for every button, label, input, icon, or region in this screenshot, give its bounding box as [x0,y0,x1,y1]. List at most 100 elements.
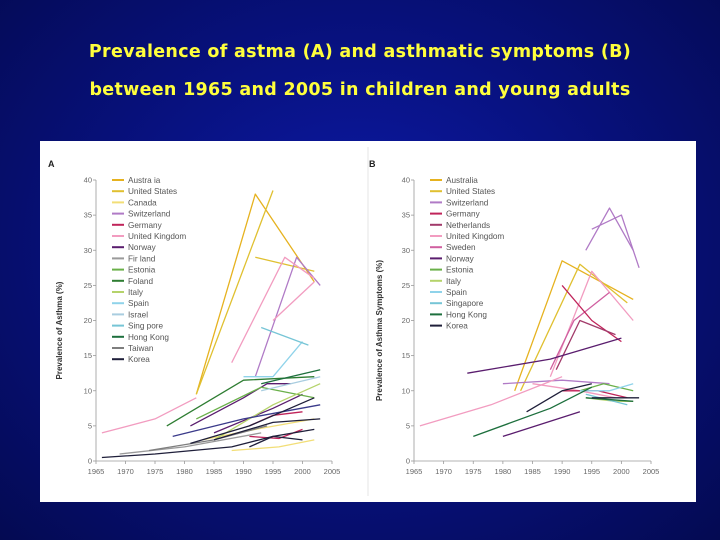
panel-b-legend-label: United Kingdom [446,232,504,241]
panel-b-series-line [561,284,622,343]
panel-a-series-line [231,439,315,452]
panel-b-y-tick-label: 15 [402,351,410,360]
panel-a-legend-label: Switzerland [128,210,171,219]
panel-a-x-tick-label: 1990 [235,467,252,476]
panel-a-x-tick-label: 1985 [206,467,223,476]
panel-b-x-tick-label: 1970 [435,467,452,476]
panel-a-y-tick-label: 30 [84,246,92,255]
panel-a-series-line [213,418,321,441]
panel-b-x-tick-label: 1990 [554,467,571,476]
panel-a-x-tick-label: 1975 [147,467,164,476]
panel-a-series-line [254,256,321,377]
panel-a-y-tick-label: 25 [84,281,92,290]
panel-a-legend-label: Austra ia [128,176,161,185]
panel-a-legend-label: United States [128,187,177,196]
panel-b-legend-label: Singapore [446,299,484,308]
panel-a-x-tick-label: 2005 [324,467,341,476]
panel-b-series-line [473,386,593,438]
panel-b-legend-label: Sweden [446,243,476,252]
panel-a-series-line [231,256,315,363]
panel-b-letter: B [369,159,376,169]
panel-b-series-line [579,383,634,392]
panel-a-x-tick-label: 1965 [88,467,105,476]
panel-b-x-tick-label: 1980 [495,467,512,476]
panel-a-series-line [195,190,274,395]
panel-a-y-tick-label: 40 [84,176,92,185]
panel-b-y-tick-label: 20 [402,316,410,325]
panel-a-series-line [261,369,321,385]
panel-b-legend-label: Netherlands [446,221,490,230]
panel-b-legend-label: Spain [446,288,467,297]
panel-b-y-tick-label: 0 [406,457,410,466]
panel-a-series-line [272,281,315,321]
panel-a-series-line [195,193,315,395]
figure-panel: A 0 5 10 15 20 25 30 35 40 1965 1970 1975 1980 1985 199… [40,141,696,502]
panel-a-series-line [260,326,309,346]
panel-a-legend-label: Hong Kong [128,333,169,342]
panel-a-legend-label: Italy [128,288,144,297]
panel-a-x-tick-label: 1970 [117,467,134,476]
panel-a-legend-label: Taiwan [128,344,154,353]
panel-a-y-tick-label: 5 [88,421,92,430]
panel-b-series-line [555,319,616,370]
panel-a-y-tick-label: 10 [84,386,92,395]
panel-a-series-line [190,397,315,445]
panel-a-letter: A [48,159,55,169]
panel-b-x-tick-label: 2005 [643,467,660,476]
panel-a-series-line [213,383,321,441]
panel-b-legend-label: Estonia [446,266,474,275]
panel-a-legend-label: Korea [128,355,150,364]
panel-b-series-line [514,260,634,392]
panel-b-legend-label: Switzerland [446,198,489,207]
slide-title-line-1: Prevalence of astma (A) and asthmatic sy… [88,42,632,62]
panel-b-x-tick-label: 1965 [406,467,423,476]
panel-a-legend-label: Fir land [128,254,156,263]
panel-a-series-line [166,376,315,427]
panel-b-series-line [549,291,610,370]
panel-a-series-line [255,256,315,272]
panel-b-y-axis-label: Prevalence of Asthma Symptoms (%) [375,260,384,401]
panel-a-series-line [172,404,321,438]
panel-a-legend-label: Norway [128,243,157,252]
panel-a-x-tick-label: 1980 [176,467,193,476]
panel-a-series-line [101,397,197,434]
panel-b-series-line [502,411,581,438]
panel-a-legend-label: United Kingdom [128,232,186,241]
panel-a-series-line [249,435,303,448]
panel-a-y-tick-label: 35 [84,211,92,220]
panel-b-x-tick-label: 2000 [613,467,630,476]
panel-b-y-tick-label: 30 [402,246,410,255]
panel-b-legend-label: Norway [446,254,475,263]
panel-a-x-tick-label: 2000 [294,467,311,476]
panel-b-series-line [526,383,592,413]
panel-b-series-line [467,337,622,374]
panel-b-series-line [579,383,634,392]
panel-b-series-line [502,379,610,385]
panel-b-legend-label: United States [446,187,495,196]
panel-a-legend-label: Sing pore [128,322,163,331]
panel-a-legend-label: Canada [128,198,157,207]
panel-a-legend-label: Germany [128,221,163,230]
panel-a-y-tick-label: 20 [84,316,92,325]
panel-a-y-axis-label: Prevalence of Asthma (%) [55,281,64,379]
slide-title-line-2: between 1965 and 2005 in children and yo… [89,80,631,100]
panel-b-y-tick-label: 10 [402,386,410,395]
panel-a-legend-label: Israel [128,310,148,319]
panel-b-legend-label: Korea [446,322,468,331]
panel-b-legend-label: Australia [446,176,478,185]
panel-b-x-tick-label: 1985 [524,467,541,476]
panel-b-x-tick-label: 1975 [465,467,482,476]
panel-b-series-line [520,263,628,392]
panel-b-y-tick-label: 40 [402,176,410,185]
panel-a-series-line [213,393,303,434]
panel-a-x-tick-label: 1995 [265,467,282,476]
panel-a-series-line [119,432,262,455]
panel-a-legend-label: Foland [128,277,153,286]
panel-b-x-tick-label: 1995 [583,467,600,476]
panel-a-legend-label: Estonia [128,266,156,275]
panel-b-legend-label: Hong Kong [446,310,487,319]
panel-a-y-tick-label: 0 [88,457,92,466]
panel-b-legend-label: Germany [446,210,481,219]
panel-a-y-tick-label: 15 [84,351,92,360]
panel-a-series-line [243,341,303,378]
